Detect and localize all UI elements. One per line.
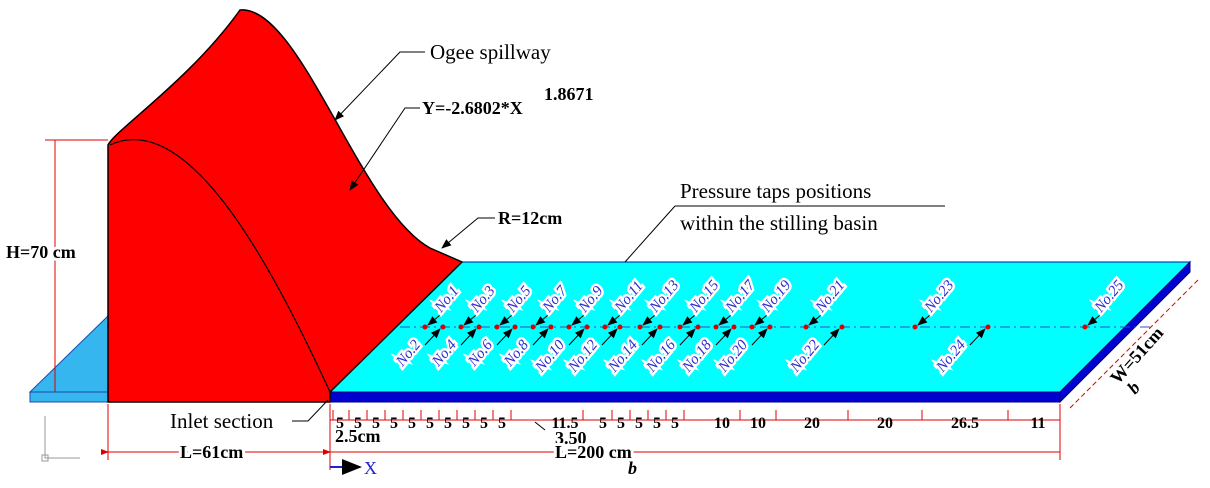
tap-point (840, 325, 845, 330)
leader (442, 218, 495, 248)
spacing-label: 5 (372, 415, 380, 432)
tap-point (804, 325, 809, 330)
diagram: Ogee spillway Y=-2.6802*X 1.8671 R=12cm … (0, 0, 1210, 483)
equation: Y=-2.6802*X (422, 98, 523, 118)
spillway-label: Ogee spillway (430, 40, 551, 64)
spacing-label: 5 (498, 415, 506, 432)
basin-front (330, 392, 1060, 402)
spacing-label: 10 (714, 415, 730, 432)
spacing-label: 5 (426, 415, 434, 432)
tap-point (678, 325, 683, 330)
spacing-label: 11 (1030, 415, 1045, 432)
tap-point (768, 325, 773, 330)
x-axis-label: X (364, 458, 377, 478)
tap-point (696, 325, 701, 330)
tap-point (441, 325, 446, 330)
spacing-label: 5 (635, 415, 643, 432)
tap-point (531, 325, 536, 330)
spacing-label: 5 (390, 415, 398, 432)
leader (292, 400, 328, 421)
tap-point (567, 325, 572, 330)
height: H=70 cm (6, 242, 76, 262)
spacing-label: 5 (444, 415, 452, 432)
tap-point (603, 325, 608, 330)
leader (335, 52, 425, 120)
spacing-label: 5 (462, 415, 470, 432)
spacing-label: 5 (408, 415, 416, 432)
tap-point (658, 325, 663, 330)
spacing-label: 10 (750, 415, 766, 432)
upstream-length: L=61cm (180, 442, 243, 462)
taps-title: Pressure taps positions (680, 179, 871, 203)
tap-point (495, 325, 500, 330)
leader (535, 422, 545, 430)
leader (625, 206, 675, 262)
tap-point (732, 325, 737, 330)
basin-length: L=200 cm (555, 442, 632, 462)
tap-point (1083, 325, 1088, 330)
basin-width-sub: b (1123, 378, 1144, 398)
spacing-label: 5 (653, 415, 661, 432)
spacing-label: 5 (617, 415, 625, 432)
tap-point (459, 325, 464, 330)
tap-point (986, 325, 991, 330)
ucs-icon (45, 416, 80, 458)
spacing-label: 5 (671, 415, 679, 432)
taps-title: within the stilling basin (680, 211, 878, 235)
tap-point (423, 325, 428, 330)
spacing-label: 26.5 (951, 415, 979, 432)
radius: R=12cm (498, 208, 562, 228)
spacing-label: 5 (480, 415, 488, 432)
spacing-label: 5 (354, 415, 362, 432)
tap-point (618, 325, 623, 330)
tap-point (513, 325, 518, 330)
spacing-label: 20 (877, 415, 893, 432)
tap-point (714, 325, 719, 330)
tap-point (549, 325, 554, 330)
tap-point (750, 325, 755, 330)
spacing-label: 11.5 (551, 415, 578, 432)
spacing-label: 5 (599, 415, 607, 432)
tap-point (638, 325, 643, 330)
basin-length-sub: b (628, 458, 637, 478)
tap-point (477, 325, 482, 330)
spacing-label: 5 (336, 415, 344, 432)
tap-point (585, 325, 590, 330)
inlet-label: Inlet section (170, 409, 274, 433)
equation-exponent: 1.8671 (544, 84, 594, 104)
spacing-label: 20 (804, 415, 820, 432)
tap-point (913, 325, 918, 330)
